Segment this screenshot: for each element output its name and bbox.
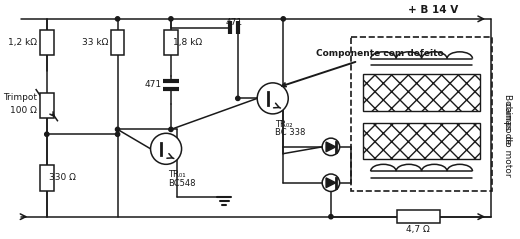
Bar	[363, 123, 480, 159]
Text: Bobinas de: Bobinas de	[503, 94, 512, 144]
Circle shape	[257, 83, 288, 114]
Text: 471: 471	[225, 18, 242, 27]
Text: 1,8 kΩ: 1,8 kΩ	[173, 38, 202, 47]
Circle shape	[115, 17, 120, 21]
Text: TR₀₁: TR₀₁	[168, 170, 186, 179]
Text: 330 Ω: 330 Ω	[49, 174, 75, 182]
Circle shape	[115, 132, 120, 136]
Circle shape	[169, 127, 173, 131]
Text: + B 14 V: + B 14 V	[408, 5, 458, 15]
Bar	[164, 30, 178, 55]
Text: 1,2 kΩ: 1,2 kΩ	[8, 38, 37, 47]
Bar	[40, 165, 54, 190]
Text: Componente com defeito: Componente com defeito	[282, 49, 444, 87]
Circle shape	[236, 96, 240, 101]
Text: 100 Ω: 100 Ω	[10, 107, 37, 115]
Text: 4,7 Ω: 4,7 Ω	[406, 225, 430, 234]
Bar	[40, 92, 54, 118]
Polygon shape	[326, 142, 336, 152]
Circle shape	[45, 132, 49, 136]
Bar	[111, 30, 124, 55]
Text: 33 kΩ: 33 kΩ	[82, 38, 108, 47]
Circle shape	[322, 138, 340, 156]
Text: BC548: BC548	[168, 179, 196, 188]
Polygon shape	[326, 178, 336, 188]
Text: 471: 471	[144, 80, 161, 89]
Bar	[40, 30, 54, 55]
Bar	[352, 37, 492, 190]
Text: TR₀₂: TR₀₂	[275, 120, 292, 129]
Circle shape	[115, 127, 120, 131]
Text: Trimpot: Trimpot	[3, 93, 37, 102]
Circle shape	[169, 17, 173, 21]
Circle shape	[322, 174, 340, 191]
Circle shape	[151, 133, 181, 164]
Bar	[397, 210, 439, 223]
Circle shape	[329, 215, 333, 219]
Text: campo do motor: campo do motor	[503, 102, 512, 176]
Text: BC 338: BC 338	[275, 128, 305, 137]
Circle shape	[281, 17, 285, 21]
Bar	[363, 74, 480, 111]
